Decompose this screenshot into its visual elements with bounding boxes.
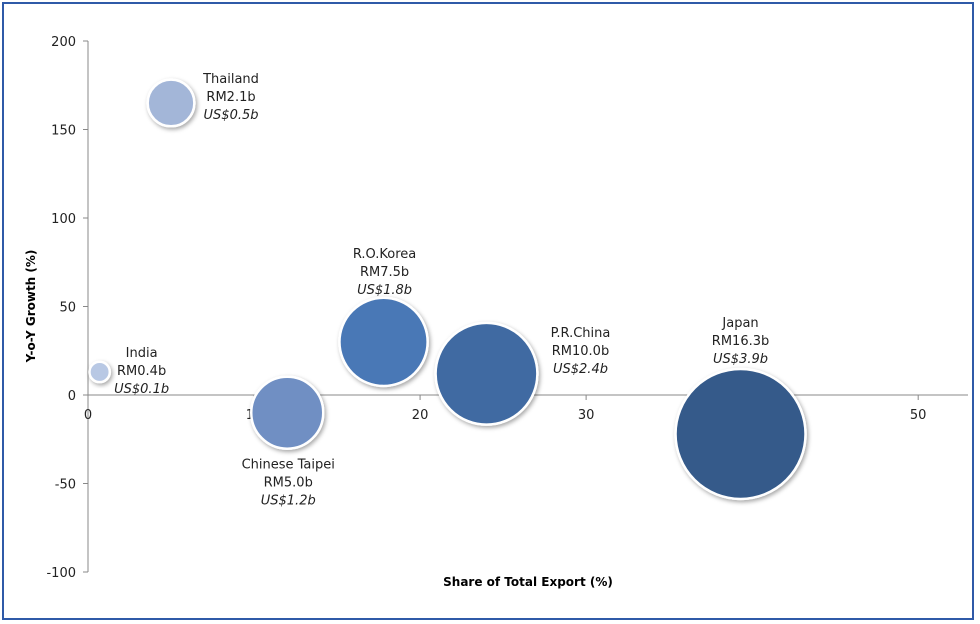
- y-tick-label: -50: [55, 478, 76, 493]
- bubble-label-rm: RM5.0b: [264, 476, 313, 491]
- y-tick-label: 50: [59, 301, 76, 316]
- bubble-label-rm: RM10.0b: [552, 344, 609, 359]
- bubble-label-name: Japan: [721, 316, 758, 331]
- bubble-label-name: P.R.China: [551, 326, 611, 341]
- bubble-label-name: R.O.Korea: [353, 247, 416, 262]
- bubble-label-rm: RM16.3b: [712, 334, 769, 349]
- y-tick-label: 100: [51, 212, 76, 227]
- x-axis-title: Share of Total Export (%): [443, 575, 613, 589]
- bubble-label-name: Chinese Taipei: [242, 458, 335, 473]
- x-tick-label: 30: [578, 408, 595, 423]
- y-axis-title: Y-o-Y Growth (%): [24, 250, 38, 364]
- y-tick-label: -100: [46, 566, 76, 581]
- bubble-label-usd: US$3.9b: [713, 352, 768, 367]
- bubble-japan: [674, 367, 807, 501]
- bubble-india: [88, 360, 112, 384]
- x-tick-label: 0: [84, 408, 92, 423]
- bubble-label-name: India: [126, 346, 158, 361]
- x-tick-label: 50: [910, 408, 927, 423]
- y-tick-label: 150: [51, 124, 76, 139]
- bubbles: [88, 78, 807, 501]
- x-tick-label: 20: [412, 408, 429, 423]
- bubble-label-rm: RM7.5b: [360, 265, 409, 280]
- bubble-label-rm: RM2.1b: [206, 90, 255, 105]
- bubble-p-r-china: [434, 321, 539, 426]
- bubble-label-usd: US$2.4b: [553, 362, 608, 377]
- bubble-label-usd: US$1.8b: [357, 283, 412, 298]
- bubble-label-usd: US$0.1b: [114, 382, 169, 397]
- bubble-label-usd: US$1.2b: [261, 494, 316, 509]
- bubble-labels: Thailand RM2.1b US$0.5b India RM0.4b US$0.1b C…: [114, 72, 769, 509]
- bubble-label-rm: RM0.4b: [117, 364, 166, 379]
- bubble-label-name: Thailand: [202, 72, 259, 87]
- bubble-chinese-taipei: [249, 375, 325, 450]
- y-tick-label: 200: [51, 35, 76, 50]
- bubble-thailand: [146, 78, 196, 128]
- y-tick-label: 0: [68, 389, 76, 404]
- bubble-r-o-korea: [338, 296, 429, 388]
- bubble-label-usd: US$0.5b: [204, 108, 259, 123]
